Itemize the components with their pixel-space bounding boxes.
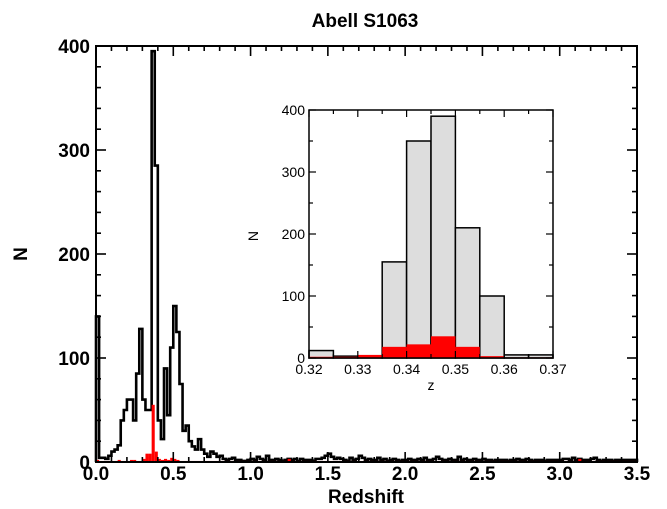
inset-plot-area <box>308 115 554 359</box>
inset-bar-s1-5 <box>431 336 456 358</box>
inset-x-tick-label-1: 0.33 <box>344 361 371 377</box>
main-bar-s1-22 <box>164 458 168 462</box>
inset-y-tick-label-2: 200 <box>282 226 306 242</box>
main-bar-s1-62 <box>287 458 291 462</box>
inset-y-axis-label: N <box>245 231 261 241</box>
main-bar-s1-7 <box>117 459 121 462</box>
inset-x-tick-label-0: 0.32 <box>295 361 322 377</box>
inset-y-tick-label-4: 400 <box>282 102 306 118</box>
inset-bar-s1-3 <box>382 346 407 358</box>
main-axis-ticks <box>95 45 638 463</box>
inset-histogram: 0.32 0.33 0.34 0.35 0.36 0.37 0 100 200 300 400 z… <box>245 102 567 393</box>
main-bar-s1-23 <box>167 459 171 462</box>
main-bar-s1-156 <box>578 458 582 462</box>
main-series-0-outline <box>94 49 639 463</box>
main-x-tick-label-1: 0.5 <box>160 464 187 485</box>
main-x-tick-label-3: 1.5 <box>315 464 342 485</box>
main-bar-s1-12 <box>133 459 137 462</box>
inset-bar-s0-7 <box>479 295 505 359</box>
inset-x-tick-labels: 0.32 0.33 0.34 0.35 0.36 0.37 <box>295 361 566 377</box>
inset-x-tick-label-4: 0.36 <box>491 361 518 377</box>
main-x-tick-label-7: 3.5 <box>624 464 651 485</box>
main-y-tick-label-1: 100 <box>58 349 90 370</box>
main-x-tick-label-5: 2.5 <box>469 464 496 485</box>
inset-x-tick-label-2: 0.34 <box>393 361 420 377</box>
inset-x-tick-label-5: 0.37 <box>539 361 566 377</box>
inset-y-tick-label-3: 300 <box>282 164 306 180</box>
main-bar-s1-24 <box>170 457 174 462</box>
inset-bar-s0-6 <box>454 227 481 359</box>
inset-axis-ticks <box>308 109 554 359</box>
main-bar-s1-15 <box>142 458 146 462</box>
main-histogram: Abell S1063 0.0 0.5 1.0 1.5 2.0 2.5 3.0 3.5 0 10… <box>11 11 651 508</box>
main-y-tick-label-0: 0 <box>79 453 90 474</box>
inset-bar-s0-3 <box>381 261 408 359</box>
main-bar-s1-0 <box>96 459 100 462</box>
y-axis-label: N <box>11 247 32 261</box>
main-x-tick-labels: 0.0 0.5 1.0 1.5 2.0 2.5 3.0 3.5 <box>83 464 651 485</box>
main-bar-s1-16 <box>145 453 149 462</box>
inset-y-tick-label-1: 100 <box>282 288 306 304</box>
main-bar-s1-26 <box>176 459 180 462</box>
main-y-tick-label-3: 300 <box>58 141 90 162</box>
inset-x-axis-label: z <box>428 377 435 393</box>
inset-bar-s1-6 <box>455 346 480 358</box>
inset-bar-s1-2 <box>357 354 383 358</box>
main-x-tick-label-2: 1.0 <box>237 464 263 485</box>
main-x-tick-label-4: 2.0 <box>392 464 418 485</box>
main-x-tick-label-6: 3.0 <box>547 464 573 485</box>
main-bar-s1-20 <box>157 458 161 462</box>
main-bar-s1-17 <box>148 453 152 462</box>
inset-x-tick-label-3: 0.35 <box>442 361 469 377</box>
main-bar-s1-21 <box>160 459 165 462</box>
x-axis-label: Redshift <box>328 487 405 508</box>
chart-title: Abell S1063 <box>312 11 419 32</box>
main-bar-s1-19 <box>154 451 158 462</box>
main-y-tick-labels: 0 100 200 300 400 <box>58 37 90 474</box>
main-bar-s1-18 <box>151 404 155 462</box>
inset-bar-s0-5 <box>430 115 457 359</box>
main-y-tick-label-2: 200 <box>58 245 90 266</box>
inset-bar-s1-7 <box>479 356 505 358</box>
inset-y-tick-labels: 0 100 200 300 400 <box>282 102 306 366</box>
inset-bar-s0-4 <box>405 140 432 359</box>
main-bar-s1-11 <box>130 459 134 462</box>
main-bar-s1-25 <box>173 458 177 462</box>
inset-bar-s1-4 <box>406 344 431 358</box>
inset-y-tick-label-0: 0 <box>297 350 305 366</box>
main-y-tick-label-4: 400 <box>58 37 90 58</box>
main-x-tick-label-0: 0.0 <box>83 464 109 485</box>
